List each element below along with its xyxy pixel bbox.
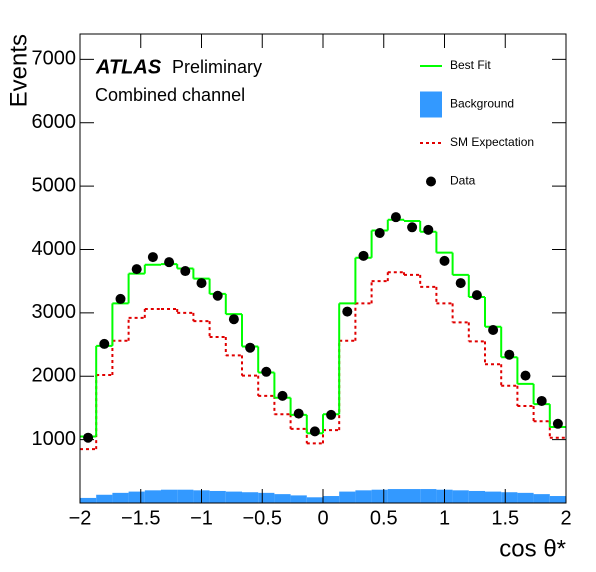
background-bar	[501, 492, 518, 503]
data-point	[390, 212, 401, 223]
background-bar	[339, 491, 356, 503]
x-axis-label: cos θ*	[499, 535, 566, 562]
background-bar	[177, 489, 194, 503]
legend-swatch	[420, 91, 442, 118]
y-tick-label: 5000	[32, 174, 77, 196]
background-bar	[96, 494, 113, 503]
data-point	[196, 278, 207, 289]
data-point	[277, 390, 288, 401]
data-point	[261, 366, 272, 377]
y-axis-label: Events	[5, 34, 32, 107]
background-bar	[80, 497, 97, 503]
step-riser	[95, 219, 551, 437]
background-bar	[452, 490, 469, 503]
data-point	[520, 370, 531, 381]
background-bar	[290, 495, 307, 503]
data-point	[293, 408, 304, 419]
data-point	[536, 395, 547, 406]
x-tick-label: 2	[560, 507, 571, 529]
data-point	[131, 264, 142, 275]
background-bar	[420, 489, 437, 503]
data-point	[147, 252, 158, 263]
data-point	[99, 338, 110, 349]
data-point	[374, 228, 385, 239]
data-point	[309, 426, 320, 437]
x-tick-label: −1	[190, 507, 213, 529]
x-tick-label: 1	[439, 507, 450, 529]
data-point	[552, 418, 563, 429]
data-point	[212, 290, 223, 301]
data-point	[504, 349, 515, 360]
experiment-label: ATLAS	[95, 56, 162, 78]
background-bar	[533, 494, 550, 503]
x-tick-label: 0	[317, 507, 328, 529]
background-bar	[517, 492, 534, 503]
x-tick-label: 1.5	[491, 507, 519, 529]
background-bar	[484, 491, 502, 503]
data-point	[245, 342, 256, 353]
data-point	[164, 257, 175, 268]
background-bar	[128, 491, 145, 503]
data-point	[488, 324, 499, 335]
legend-label: Data	[450, 174, 476, 188]
data-point	[228, 314, 239, 325]
y-tick-label: 6000	[32, 111, 77, 133]
background-bar	[112, 492, 129, 503]
x-tick-label: −2	[69, 507, 92, 529]
background-bar	[161, 489, 178, 503]
subtitle: Combined channel	[95, 85, 245, 105]
y-tick-label: 2000	[32, 365, 77, 387]
data-point	[423, 224, 434, 235]
legend-label: Background	[450, 97, 514, 111]
background-bar	[274, 494, 291, 503]
data-point	[326, 409, 337, 420]
x-tick-label: −0.5	[243, 507, 282, 529]
data-point	[407, 222, 418, 233]
y-tick-label: 1000	[32, 428, 77, 450]
data-point	[180, 266, 191, 277]
data-point	[455, 278, 466, 289]
data-point	[342, 306, 353, 317]
data-point	[439, 255, 450, 266]
background-bar	[258, 492, 275, 503]
background-bar	[355, 490, 372, 503]
data-point	[83, 432, 94, 443]
background-bar	[241, 492, 259, 503]
data-point	[115, 293, 126, 304]
y-tick-label: 7000	[32, 48, 77, 70]
background-bar	[404, 489, 421, 503]
x-tick-label: 0.5	[370, 507, 398, 529]
background-bar	[468, 490, 485, 503]
background-bar	[144, 490, 162, 503]
x-tick-label: −1.5	[121, 507, 160, 529]
data-point	[471, 290, 482, 301]
background-bar	[225, 491, 242, 503]
background-bar	[549, 496, 566, 503]
y-tick-label: 4000	[32, 238, 77, 260]
y-tick-label: 3000	[32, 301, 77, 323]
background-bar	[306, 497, 323, 503]
background-bar	[387, 489, 405, 503]
legend-label: Best Fit	[450, 58, 491, 72]
legend-label: SM Expectation	[450, 135, 534, 149]
status-label: Preliminary	[172, 57, 262, 77]
background-bar	[209, 490, 226, 503]
background-bar	[371, 489, 388, 503]
legend-swatch	[426, 176, 436, 187]
data-point	[358, 250, 369, 261]
background-bar	[323, 496, 340, 503]
